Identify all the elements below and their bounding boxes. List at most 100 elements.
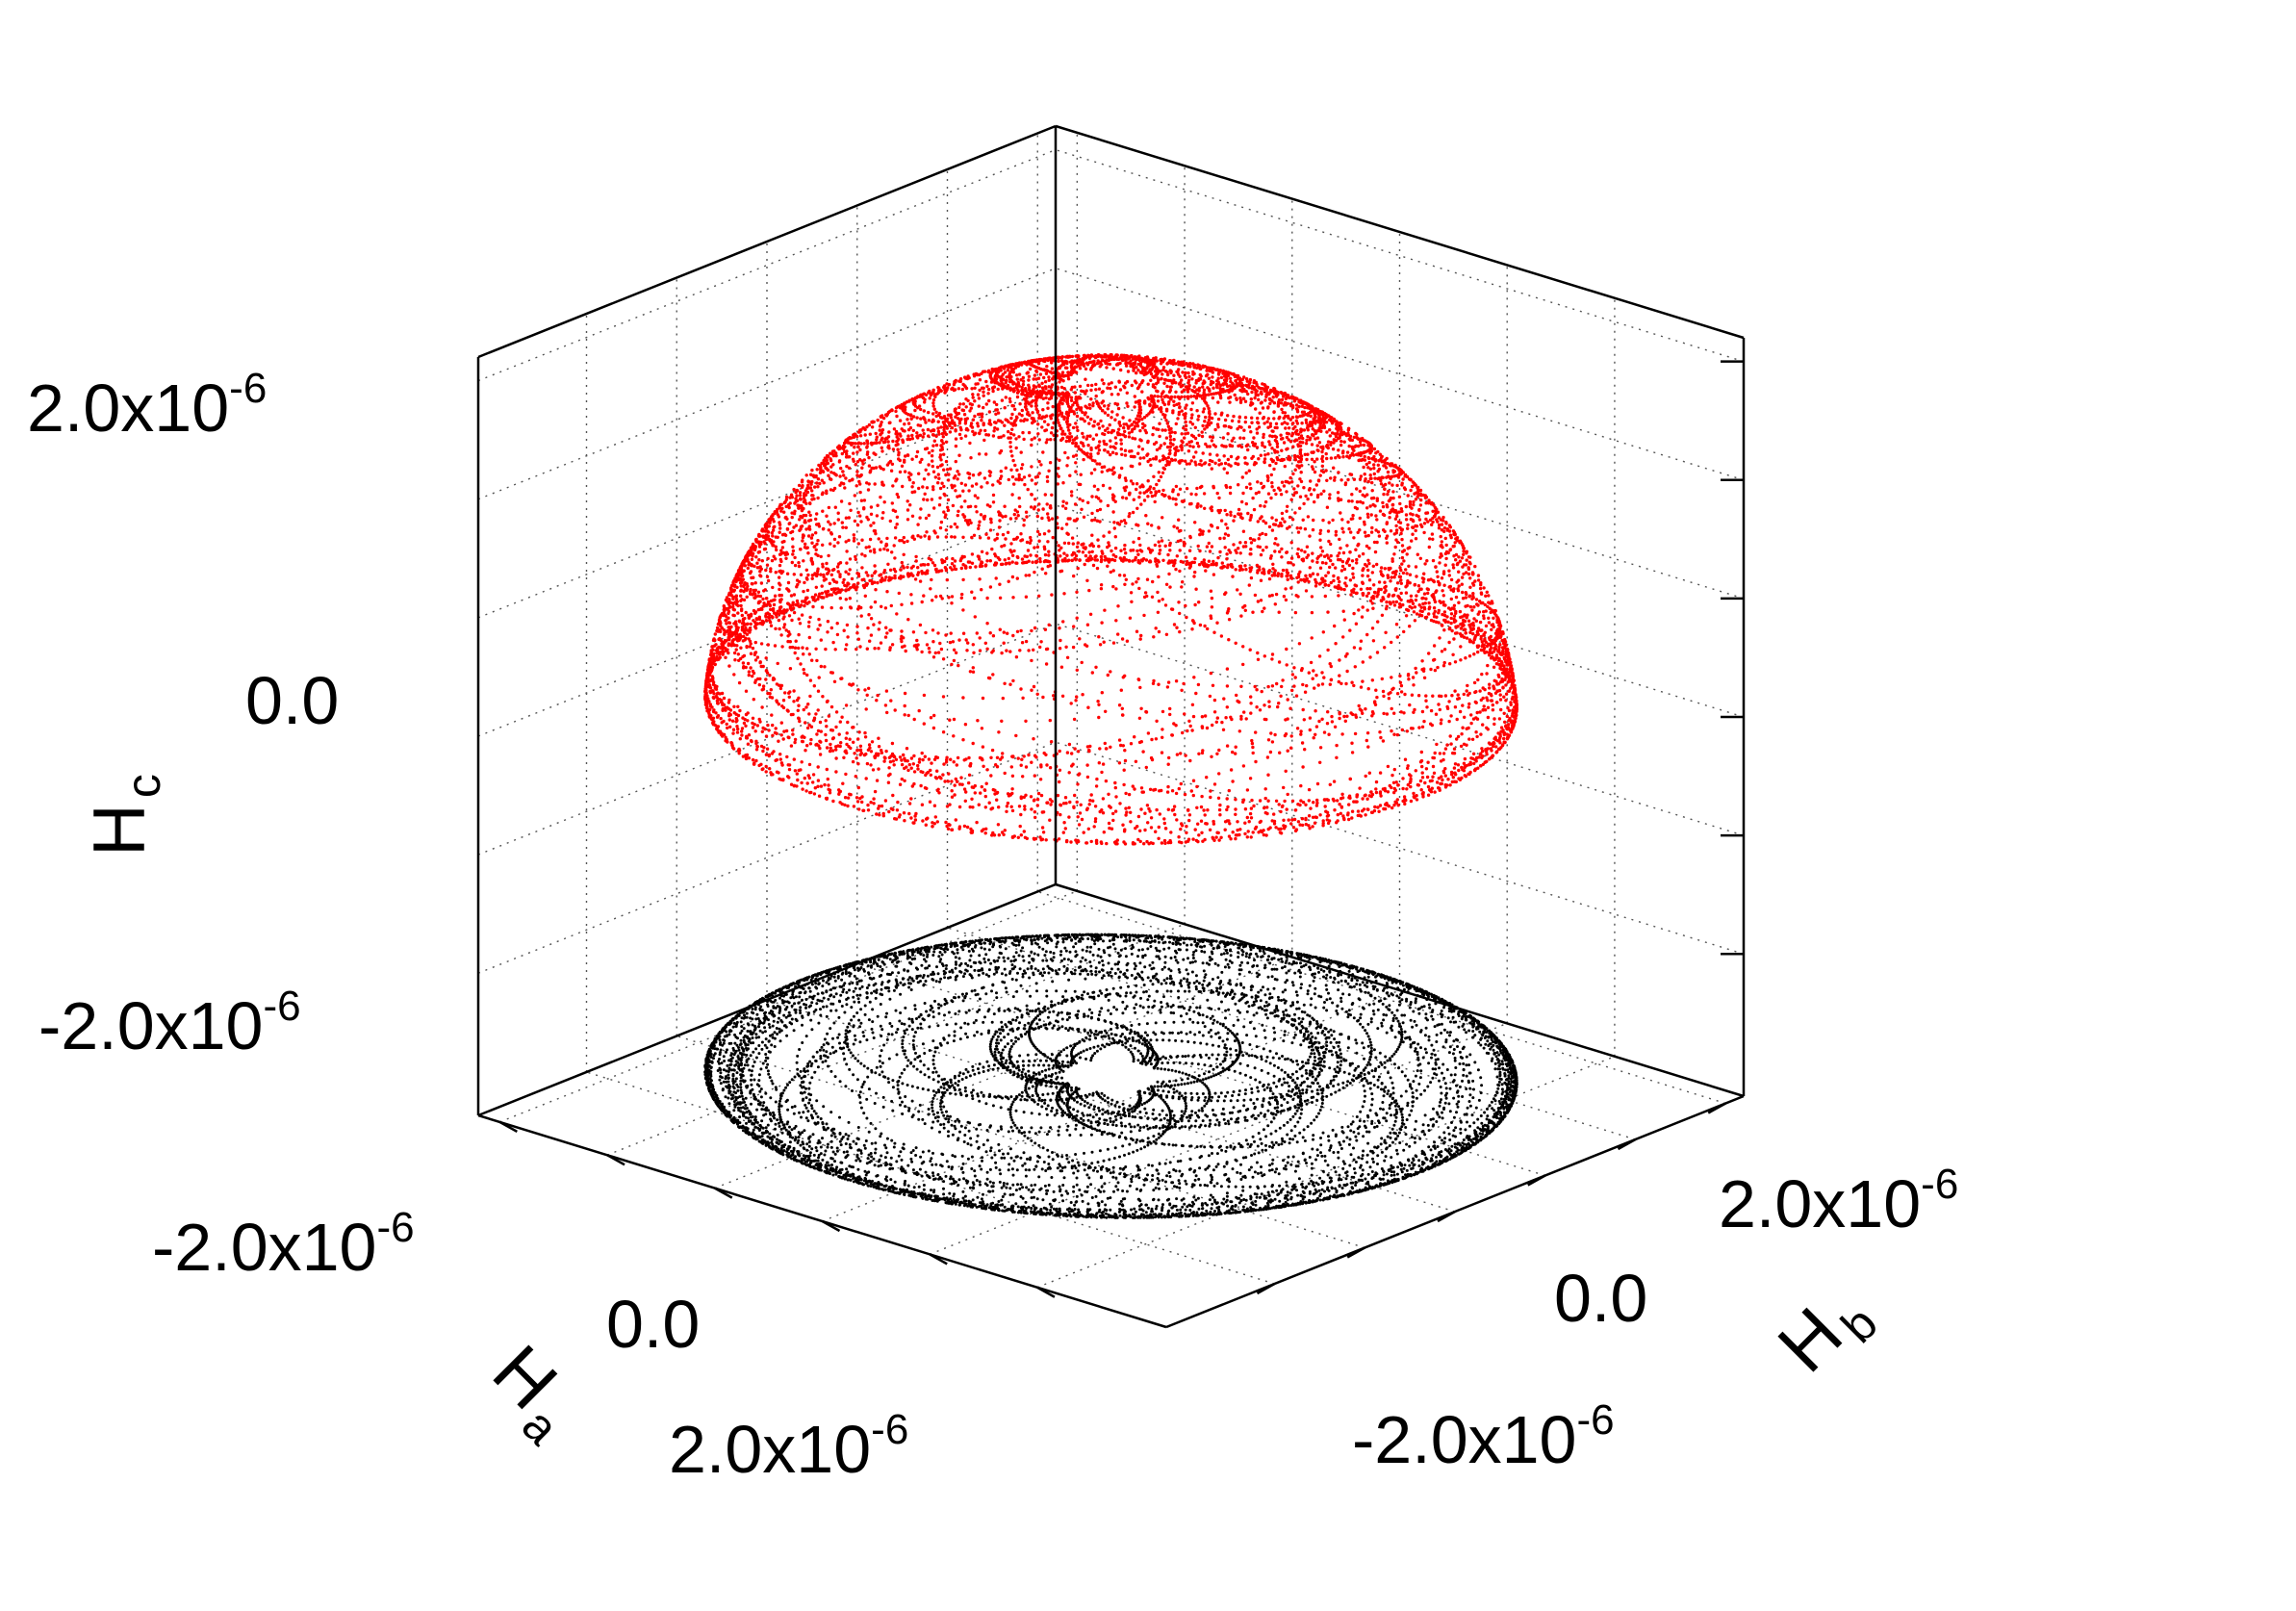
projection-point <box>919 1060 923 1063</box>
projection-point <box>907 1024 911 1028</box>
projection-point <box>803 1129 806 1133</box>
projection-point <box>885 1151 889 1155</box>
series-floor-projection <box>703 933 1518 1219</box>
projection-point <box>1158 1162 1161 1165</box>
projection-point <box>1310 1166 1314 1170</box>
projection-point <box>835 1146 839 1150</box>
projection-point <box>1108 1158 1111 1162</box>
projection-point <box>1308 1156 1312 1159</box>
projection-point <box>763 1030 767 1034</box>
projection-point <box>1151 975 1155 979</box>
projection-point <box>1244 1088 1247 1092</box>
projection-point <box>1234 1120 1237 1124</box>
projection-point <box>1440 1022 1443 1026</box>
projection-point <box>1263 1112 1267 1116</box>
projection-point <box>1178 948 1182 952</box>
projection-point <box>1282 1077 1286 1081</box>
projection-point <box>1186 1119 1190 1123</box>
projection-point <box>1100 1091 1104 1095</box>
projection-point <box>1467 1071 1471 1075</box>
projection-point <box>792 1029 796 1033</box>
projection-point <box>865 1097 869 1101</box>
projection-point <box>890 1024 894 1028</box>
projection-point <box>887 986 890 990</box>
projection-point <box>896 1087 900 1091</box>
projection-point <box>1022 959 1026 962</box>
projection-point <box>1448 1031 1452 1035</box>
projection-point <box>1018 1009 1022 1012</box>
projection-point <box>1445 1091 1448 1095</box>
projection-point <box>1174 1069 1178 1073</box>
projection-point <box>1325 987 1329 991</box>
projection-point <box>1055 1112 1059 1115</box>
projection-point <box>1151 1112 1155 1115</box>
projection-point <box>1168 1031 1172 1035</box>
projection-point <box>809 1093 813 1097</box>
projection-point <box>1318 1109 1322 1112</box>
projection-point <box>953 1034 957 1037</box>
projection-point <box>1109 1120 1112 1123</box>
projection-point <box>1310 1096 1314 1099</box>
projection-point <box>1069 1044 1073 1048</box>
projection-point <box>1079 965 1083 969</box>
projection-point <box>966 1157 970 1161</box>
projection-point <box>1092 1168 1095 1172</box>
projection-point <box>1013 965 1017 969</box>
projection-point <box>1295 1189 1298 1192</box>
projection-point <box>1455 1037 1458 1041</box>
projection-point <box>1452 1129 1456 1133</box>
projection-point <box>1190 1110 1194 1113</box>
projection-point <box>1315 1099 1319 1102</box>
projection-point <box>798 1111 801 1114</box>
projection-point <box>854 1038 857 1041</box>
projection-point <box>838 1115 841 1119</box>
projection-point <box>858 993 862 997</box>
projection-point <box>869 977 873 981</box>
projection-point <box>1128 1122 1132 1126</box>
projection-point <box>1158 957 1161 960</box>
projection-point <box>1120 1124 1124 1128</box>
projection-point <box>865 1116 869 1120</box>
projection-point <box>1303 1099 1307 1103</box>
projection-point <box>896 1028 900 1031</box>
projection-point <box>1096 1044 1100 1048</box>
projection-point <box>1226 1090 1230 1094</box>
projection-point <box>1116 967 1120 971</box>
projection-point <box>1117 975 1121 979</box>
grid-line <box>1036 1056 1616 1289</box>
projection-point <box>1033 1206 1037 1210</box>
projection-point <box>1338 1173 1341 1177</box>
projection-point <box>1419 1046 1422 1050</box>
projection-point <box>947 1135 950 1138</box>
projection-point <box>808 1098 812 1102</box>
projection-point <box>1021 1164 1025 1167</box>
projection-point <box>908 960 911 964</box>
projection-point <box>1438 1104 1441 1108</box>
projection-point <box>1329 1146 1333 1150</box>
projection-point <box>1213 1210 1216 1213</box>
projection-point <box>900 1022 904 1026</box>
projection-point <box>1019 936 1023 940</box>
projection-point <box>1281 959 1284 963</box>
projection-point <box>862 1035 866 1038</box>
projection-point <box>1101 968 1105 972</box>
projection-point <box>988 1167 992 1171</box>
projection-point <box>982 947 986 951</box>
projection-point <box>1070 1086 1073 1089</box>
projection-point <box>843 1010 847 1014</box>
projection-point <box>1270 1168 1274 1172</box>
projection-point <box>1151 960 1155 964</box>
projection-point <box>1414 1001 1417 1005</box>
projection-point <box>1310 997 1314 1001</box>
projection-point <box>1155 1204 1159 1208</box>
projection-point <box>764 1037 768 1041</box>
projection-point <box>1315 1092 1319 1095</box>
projection-point <box>1400 1036 1404 1039</box>
projection-point <box>842 987 846 991</box>
projection-point <box>912 1047 916 1051</box>
projection-point <box>1275 1052 1278 1056</box>
projection-point <box>938 959 942 963</box>
projection-point <box>1234 1204 1237 1208</box>
projection-point <box>730 1052 734 1056</box>
projection-point <box>1452 1048 1456 1051</box>
